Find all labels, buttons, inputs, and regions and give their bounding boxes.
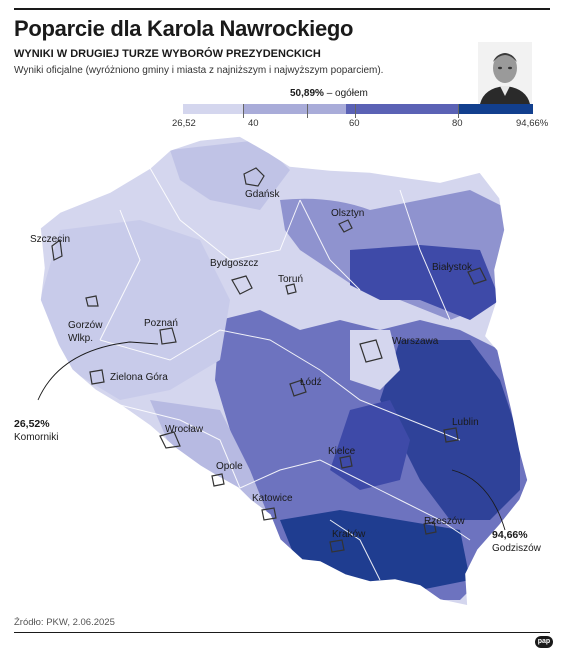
region-pomerania (170, 140, 290, 210)
legend-segment-4 (458, 104, 533, 114)
callout-line-low (37, 341, 159, 401)
region-podlasie (350, 245, 500, 320)
legend-tick-label: 40 (248, 118, 259, 129)
legend-segment-1 (183, 104, 243, 114)
legend-tick (355, 104, 356, 118)
city-label: Wrocław (165, 424, 204, 435)
city-label: Kraków (332, 529, 366, 540)
voivodeship-borders (99, 167, 471, 581)
legend-tick-label: 60 (349, 118, 360, 129)
legend-tick (307, 104, 308, 118)
top-rule (14, 8, 550, 10)
city-label: Lublin (452, 417, 479, 428)
callout-line-high (451, 469, 506, 531)
legend-tick-label: 80 (452, 118, 463, 129)
city-label: Rzeszów (424, 516, 465, 527)
bottom-rule (14, 632, 550, 633)
city-outlines (51, 167, 487, 553)
callout-low-value: 26,52% (14, 418, 50, 430)
city-label: Toruń (278, 274, 303, 285)
callout-high-name: Godziszów (492, 543, 541, 554)
legend-tick (458, 104, 459, 118)
city-label: Bydgoszcz (210, 258, 258, 269)
region-kielce (330, 400, 410, 490)
city-label: Zielona Góra (110, 372, 168, 383)
overall-value: 50,89% (290, 88, 324, 99)
candidate-photo (478, 42, 532, 104)
city-label: Katowice (252, 493, 293, 504)
city-label: Kielce (328, 446, 356, 457)
city-label: Białystok (432, 262, 473, 273)
legend-tick (243, 104, 244, 118)
city-label: Gdańsk (245, 189, 280, 200)
source-note: Źródło: PKW, 2.06.2025 (14, 617, 115, 628)
city-label: Warszawa (392, 336, 439, 347)
city-label: Olsztyn (331, 208, 364, 219)
city-label-line: Gorzów (68, 320, 103, 331)
city-label: Gorzów Wlkp. (68, 320, 103, 344)
legend-segment-3 (346, 104, 458, 114)
legend-segment-2 (243, 104, 346, 114)
legend-tick-label: 94,66% (516, 118, 549, 129)
legend-tick-label: 26,52 (172, 118, 196, 129)
overall-result: 50,89% – ogółem (290, 88, 368, 99)
city-label: Opole (216, 461, 243, 472)
page-subtitle: WYNIKI W DRUGIEJ TURZE WYBORÓW PREZYDENC… (14, 48, 321, 60)
city-label: Szczecin (30, 234, 70, 245)
callout-high-value: 94,66% (492, 529, 528, 541)
page-title: Poparcie dla Karola Nawrockiego (14, 16, 354, 41)
overall-label: – ogółem (323, 88, 368, 99)
city-label: Poznań (144, 318, 178, 329)
region-west (40, 220, 230, 400)
city-label-line: Wlkp. (68, 333, 93, 344)
city-labels: Gdańsk Olsztyn Szczecin Bydgoszcz Toruń … (30, 189, 479, 540)
page-description: Wyniki oficjalne (wyróżniono gminy i mia… (14, 65, 384, 76)
city-label: Łódź (300, 377, 322, 388)
pap-logo: pap (535, 636, 553, 648)
callout-low-name: Komorniki (14, 432, 59, 443)
region-lublin (380, 340, 520, 520)
legend-bar (183, 104, 533, 114)
